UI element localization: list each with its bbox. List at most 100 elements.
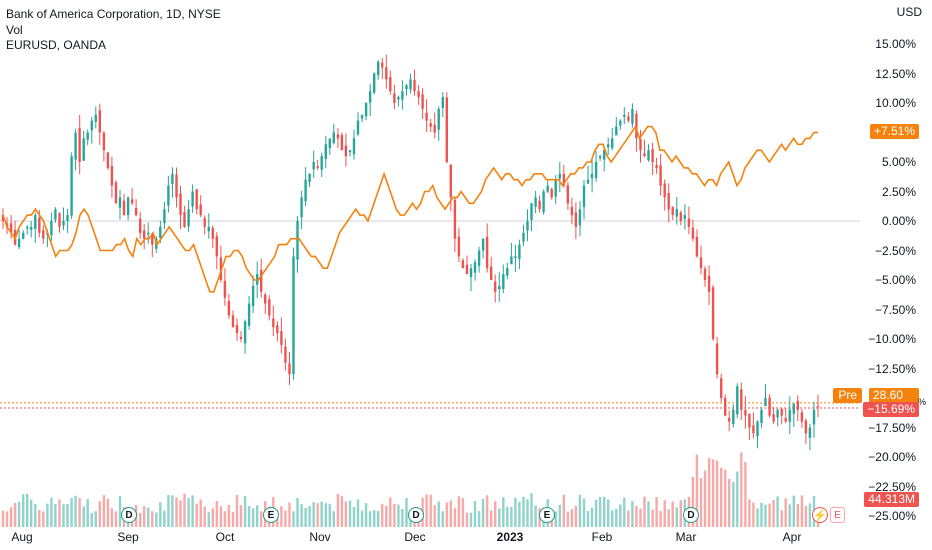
candle-body [22,232,25,239]
y-tick-label: 10.00% [875,96,916,110]
candle-body [296,221,299,260]
volume-bar [615,508,618,527]
volume-bar [643,496,646,527]
volume-bar [308,506,311,527]
volume-bar [239,505,243,527]
lightning-icon[interactable]: ⚡ [812,507,828,523]
candle-body [816,406,820,408]
x-tick-label: Oct [215,530,235,544]
candle-body [219,257,223,280]
candle-body [312,162,315,170]
volume-bar [368,511,372,527]
volume-bar [562,494,565,527]
candle-body [247,303,251,326]
candle-body [449,164,452,198]
candle-body [284,346,287,363]
volume-bar [227,505,231,527]
volume-bar [663,500,666,527]
candle-body [98,110,101,133]
volume-bar [401,509,404,527]
candle-body [808,427,812,438]
candle-body [514,256,517,259]
candle-body [736,386,739,415]
earnings-marker[interactable]: E [539,507,555,523]
candle-body [720,378,723,398]
candle-body [130,199,134,204]
volume-bar [405,497,408,527]
x-tick-label: 2023 [496,530,524,544]
volume-bar [736,471,739,527]
candle-body [211,227,214,239]
candle-body [243,321,247,344]
dividend-marker[interactable]: D [121,507,137,523]
dividend-marker[interactable]: D [683,507,699,523]
volume-bar [34,504,37,527]
currency-unit[interactable]: USD [896,5,922,19]
candle-body [631,108,634,124]
candle-body [102,132,106,151]
candle-body [594,162,598,178]
volume-bar [611,510,614,527]
candle-body [251,285,255,307]
candle-body [235,324,239,334]
volume-bar [235,495,239,527]
candle-body [683,215,686,219]
candle-body [364,103,368,117]
volume-bar [397,504,400,527]
volume-bar [679,500,682,527]
candle-body [199,204,202,216]
volume-bar [50,497,53,527]
volume-bar [639,508,642,527]
candle-body [151,234,154,245]
volume-bar [256,505,259,527]
earnings-upcoming-marker[interactable]: E [830,507,845,523]
candle-body [461,260,465,269]
candle-body [574,212,578,227]
candle-body [143,230,146,239]
candle-body [647,150,650,161]
volume-bar [17,501,21,527]
volume-legend[interactable]: Vol [6,23,23,37]
volume-bar [62,504,65,527]
candle-body [538,200,541,210]
candle-body [534,197,537,207]
candle-body [134,208,138,216]
volume-bar [425,494,428,527]
candle-body [707,275,711,292]
volume-bar [566,511,569,527]
candle-body [26,226,29,229]
y-tick-label: −7.50% [874,302,916,317]
candle-body [615,126,618,136]
earnings-marker[interactable]: E [263,507,279,523]
volume-bar [102,495,106,527]
volume-bar [38,509,41,527]
volume-bar [171,495,174,527]
candle-body [328,138,331,149]
y-tick-label: 5.00% [881,155,916,169]
candle-body [776,409,779,418]
compare-legend[interactable]: EURUSD, OANDA [6,38,107,52]
volume-bar [179,500,182,527]
candle-body [566,185,569,204]
volume-bar [728,478,731,527]
volume-bar [582,498,586,527]
volume-bar [586,511,590,527]
volume-bar [510,506,513,527]
candle-body [159,226,162,238]
candle-body [744,410,747,416]
candle-body [308,173,311,183]
candle-body [441,97,444,108]
volume-bar [631,501,634,527]
volume-bar [502,497,505,527]
dividend-marker[interactable]: D [408,507,424,523]
candle-body [38,217,41,233]
volume-bar [344,501,348,527]
candle-body [510,256,513,265]
volume-bar [776,496,779,527]
volume-bar [441,511,444,527]
volume-bar [477,511,481,527]
candle-body [401,91,404,100]
candle-body [316,166,319,168]
symbol-title[interactable]: Bank of America Corporation, 1D, NYSE [6,7,221,21]
